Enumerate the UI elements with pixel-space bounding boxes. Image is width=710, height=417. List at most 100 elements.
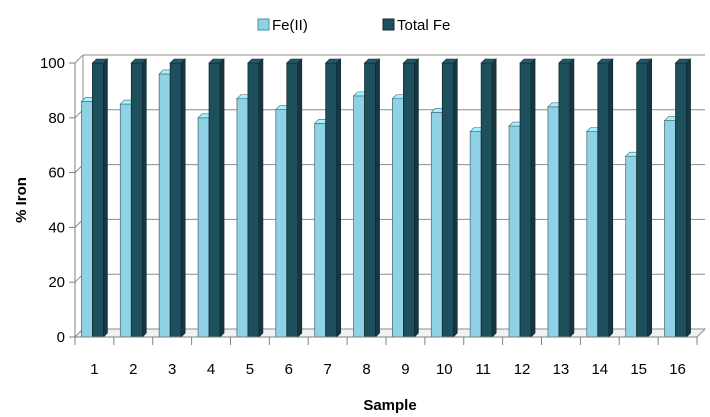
bar-group (119, 58, 148, 338)
bar (586, 131, 599, 338)
bar-side (297, 58, 303, 338)
x-tick-label: 11 (475, 361, 491, 378)
bar-side (142, 58, 147, 338)
bar-top (441, 58, 459, 64)
bar (625, 155, 638, 338)
bar (325, 62, 338, 338)
x-tick-label: 14 (591, 361, 608, 378)
bar-side (414, 58, 419, 338)
bar (169, 62, 182, 338)
x-tick-label: 3 (168, 361, 176, 378)
bar (92, 62, 104, 338)
bar (314, 122, 327, 338)
bar-side (647, 58, 652, 338)
bar (158, 73, 171, 338)
bar (469, 131, 482, 338)
bar (130, 62, 143, 338)
bar-top (635, 58, 653, 64)
bar (547, 106, 560, 338)
x-tick-label: 8 (362, 361, 370, 378)
bar-side (219, 58, 225, 338)
bar (236, 98, 249, 338)
bar-side (180, 58, 186, 338)
bar-side (375, 58, 380, 338)
bar-group (197, 58, 225, 338)
bar (197, 117, 210, 338)
bar (675, 62, 687, 338)
bar-top (208, 58, 225, 64)
bar-group (624, 58, 653, 338)
x-tick-label: 15 (630, 361, 647, 378)
bar-side (530, 58, 536, 338)
legend-label-total-fe: Total Fe (397, 17, 450, 34)
y-tick-label: 60 (48, 165, 65, 182)
bar (81, 100, 93, 338)
x-tick-label: 13 (553, 361, 570, 378)
bar (119, 103, 132, 338)
legend-label-fe-ii: Fe(II) (272, 17, 308, 34)
bar-group (275, 58, 303, 338)
bar-side (258, 58, 264, 338)
bar-group (391, 58, 420, 338)
bar-top (402, 58, 420, 64)
y-tick-label: 80 (48, 110, 65, 127)
bar-top (169, 58, 186, 64)
bar (664, 120, 676, 338)
bar (558, 62, 571, 338)
bar-side (686, 58, 691, 338)
x-tick-label: 16 (669, 361, 686, 378)
x-tick-label: 9 (401, 361, 409, 378)
bar-side (569, 58, 575, 338)
y-tick-label: 100 (40, 55, 65, 72)
bar-group (313, 58, 342, 338)
bar (441, 62, 454, 338)
x-tick-label: 2 (129, 361, 137, 378)
bar (275, 109, 288, 338)
bar-group (508, 58, 536, 338)
y-tick-label: 40 (48, 219, 65, 236)
bar-top (247, 58, 264, 64)
bar (480, 62, 493, 338)
bar (247, 62, 260, 338)
bar-group (430, 58, 459, 338)
bar-side (103, 58, 108, 338)
legend-swatch-fe-ii (257, 18, 270, 31)
bar (519, 62, 532, 338)
x-tick-label: 7 (324, 361, 332, 378)
bar (430, 111, 443, 338)
x-tick-label: 10 (436, 361, 453, 378)
bar-side (608, 58, 614, 338)
bar-top (91, 58, 109, 64)
x-axis-title: Sample (363, 397, 416, 414)
bar (508, 125, 521, 338)
bar-top (674, 58, 692, 64)
x-tick-label: 5 (246, 361, 254, 378)
y-axis-title: % Iron (13, 177, 30, 223)
bar-group (547, 58, 575, 338)
x-tick-label: 12 (514, 361, 531, 378)
bar-top (597, 58, 614, 64)
bar-group (586, 58, 614, 338)
legend-swatch-total-fe (382, 18, 395, 31)
bar (392, 98, 404, 338)
bar-group (236, 58, 264, 338)
bar-side (453, 58, 458, 338)
x-tick-label: 4 (207, 361, 215, 378)
x-tick-label: 6 (285, 361, 293, 378)
legend: Fe(II) Total Fe (257, 17, 450, 34)
bar-side (491, 58, 497, 338)
bar-top (130, 58, 148, 64)
y-tick-label: 20 (48, 274, 65, 291)
bar (364, 62, 376, 338)
bar (597, 62, 610, 338)
bar-group (80, 58, 109, 338)
bar (208, 62, 221, 338)
bar-group (663, 58, 692, 338)
bar-top (480, 58, 497, 64)
bar-group (469, 58, 497, 338)
x-tick-label: 1 (90, 361, 98, 378)
bar-top (363, 58, 381, 64)
bar (636, 62, 649, 338)
bar-group (158, 58, 186, 338)
